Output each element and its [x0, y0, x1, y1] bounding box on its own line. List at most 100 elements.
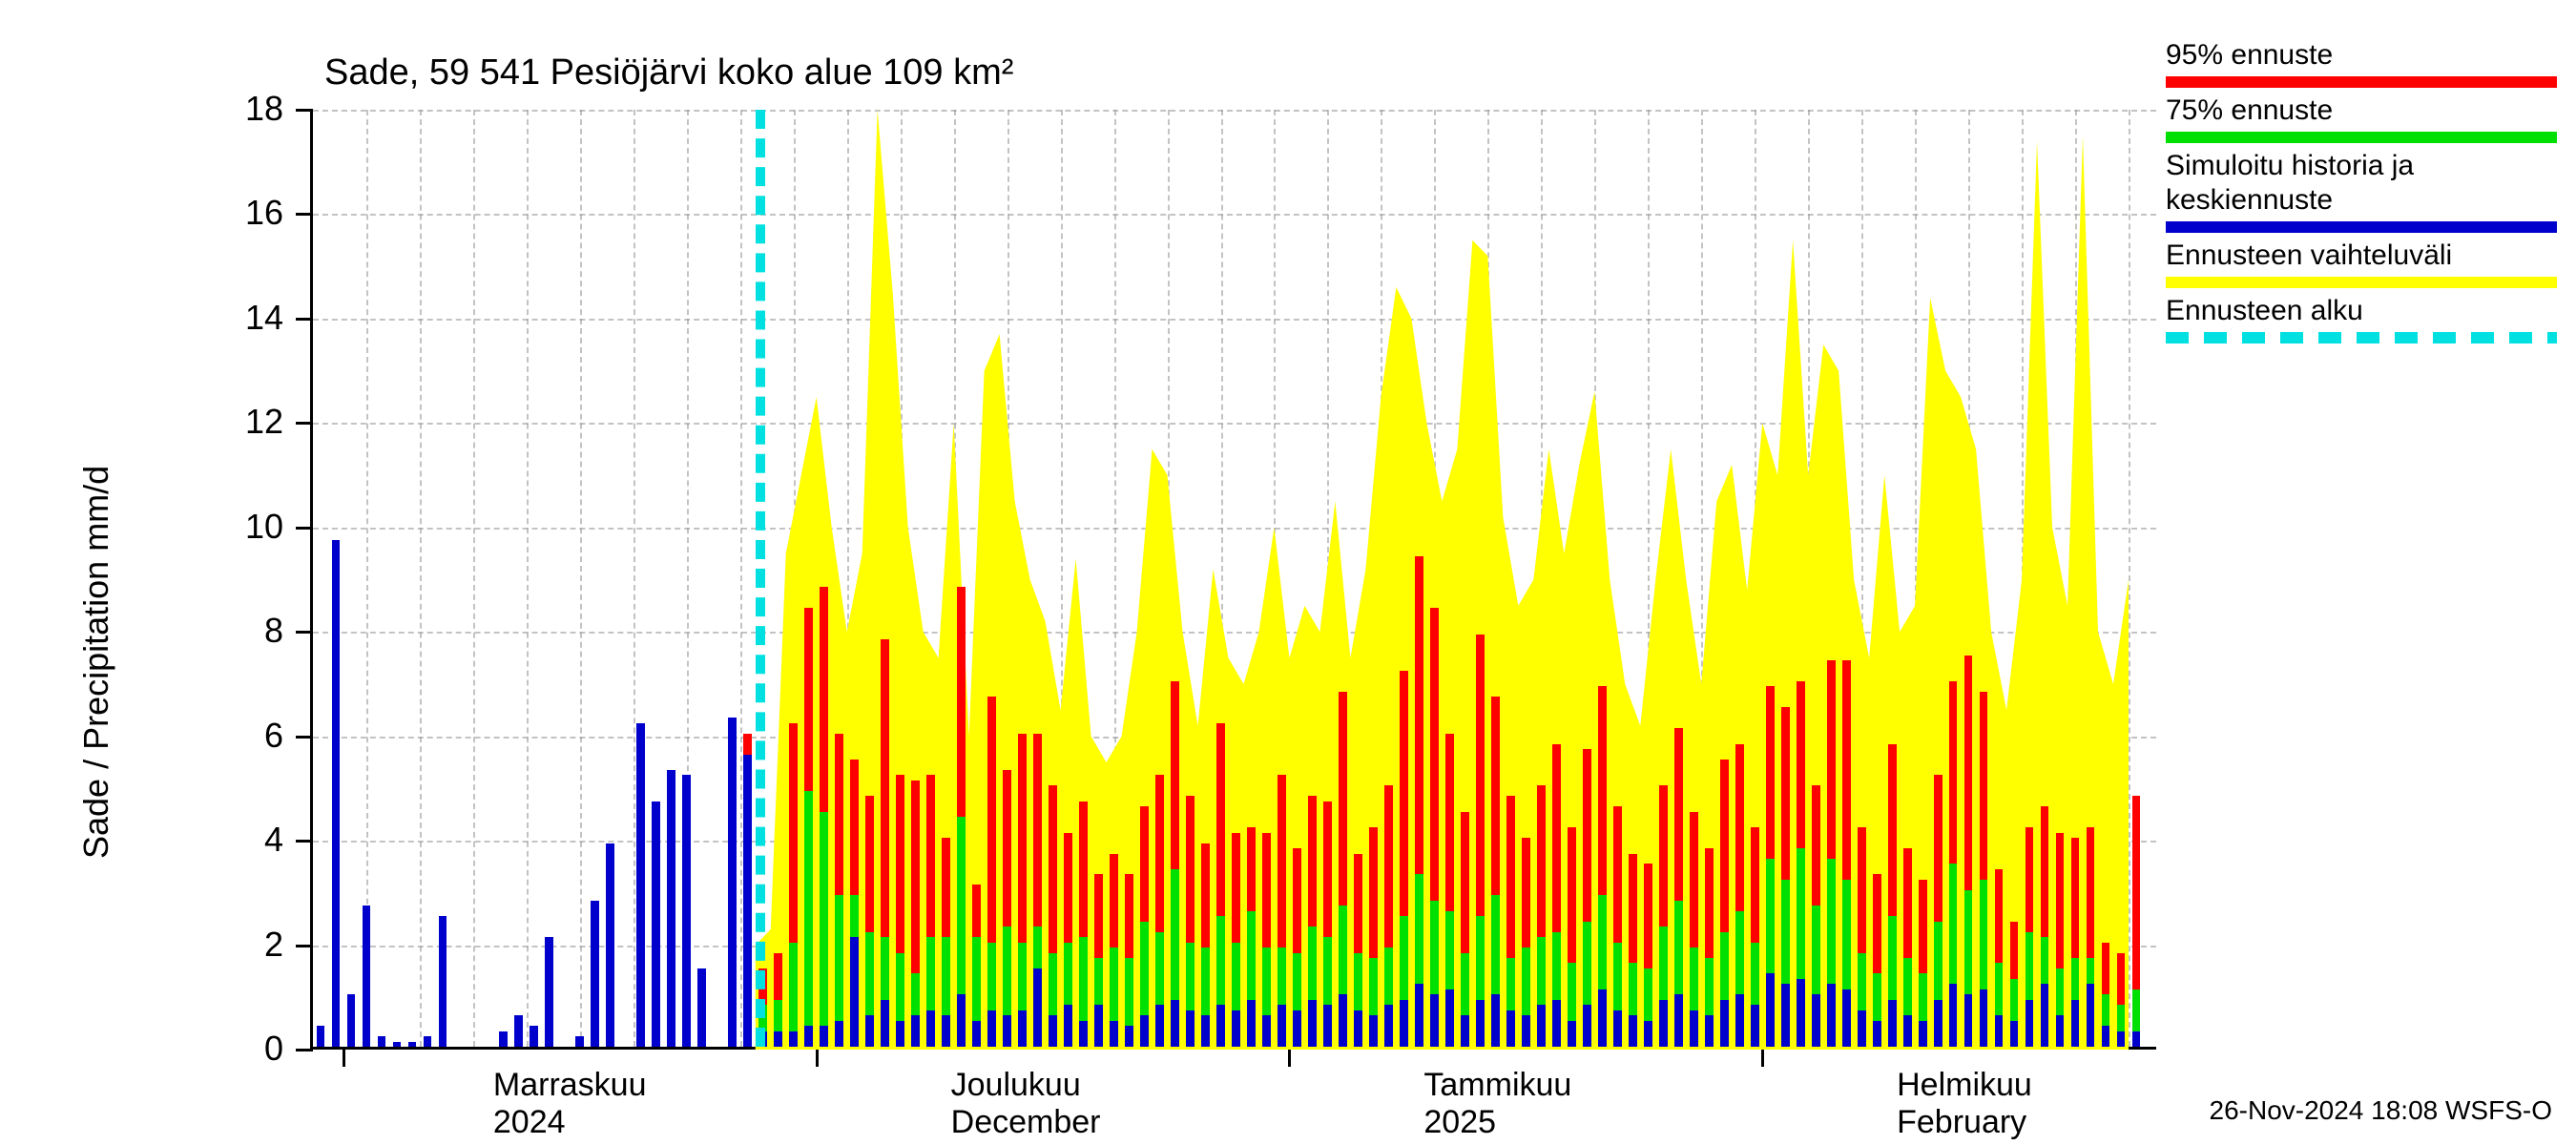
bar-history — [743, 755, 752, 1047]
bar-median — [926, 1010, 935, 1047]
bar-group — [728, 107, 737, 1047]
bar-median — [835, 1021, 843, 1047]
bar-median — [2132, 1031, 2141, 1047]
bar-group — [820, 107, 828, 1047]
legend-label: 75% ennuste — [2166, 94, 2557, 128]
bar-group — [1308, 107, 1317, 1047]
bar-group — [1247, 107, 1256, 1047]
bar-median — [1079, 1021, 1088, 1047]
bar-history — [545, 937, 553, 1047]
bar-group — [1934, 107, 1942, 1047]
bar-group — [1094, 107, 1103, 1047]
bar-group — [1644, 107, 1652, 1047]
bar-group — [987, 107, 996, 1047]
legend-label: Simuloitu historia ja keskiennuste — [2166, 149, 2557, 218]
bar-group — [1049, 107, 1057, 1047]
legend-swatch — [2166, 277, 2557, 288]
bar-group — [2025, 107, 2034, 1047]
bar-group — [1598, 107, 1607, 1047]
bar-group — [2071, 107, 2080, 1047]
bar-median — [1430, 994, 1439, 1047]
bar-group — [1140, 107, 1149, 1047]
y-tick-label: 0 — [264, 1029, 283, 1069]
bar-group — [1964, 107, 1973, 1047]
bar-group — [621, 107, 630, 1047]
y-tick-label: 8 — [264, 611, 283, 651]
bar-median — [1476, 1000, 1485, 1047]
bar-group — [1613, 107, 1622, 1047]
bar-median — [1873, 1021, 1881, 1047]
bar-group — [454, 107, 463, 1047]
bar-group — [2010, 107, 2019, 1047]
bar-median — [2025, 1000, 2034, 1047]
bar-group — [1735, 107, 1744, 1047]
legend-swatch — [2166, 221, 2557, 233]
bar-median — [865, 1015, 874, 1047]
bar-median — [1613, 1010, 1622, 1047]
bar-median — [987, 1010, 996, 1047]
bar-median — [1995, 1015, 2004, 1047]
bar-75pct — [820, 812, 828, 1047]
bar-group — [514, 107, 523, 1047]
bar-group — [1506, 107, 1515, 1047]
bar-median — [2071, 1000, 2080, 1047]
bar-group — [881, 107, 889, 1047]
bar-median — [1369, 1015, 1378, 1047]
bar-group — [1873, 107, 1881, 1047]
bar-median — [881, 1000, 889, 1047]
legend-item: Ennusteen alku — [2166, 294, 2557, 344]
bars-layer — [313, 110, 2156, 1047]
legend-item: 75% ennuste — [2166, 94, 2557, 143]
y-tick — [296, 213, 313, 216]
bar-median — [1384, 1005, 1393, 1047]
bar-median — [1888, 1000, 1897, 1047]
bar-75pct — [804, 791, 813, 1047]
y-tick-label: 4 — [264, 820, 283, 860]
bar-median — [1155, 1005, 1164, 1047]
bar-median — [1354, 1010, 1362, 1047]
bar-median — [1461, 1015, 1469, 1047]
bar-median — [1125, 1026, 1133, 1047]
bar-history — [393, 1042, 402, 1047]
bar-group — [1339, 107, 1347, 1047]
bar-median — [1598, 989, 1607, 1047]
bar-history — [499, 1031, 508, 1047]
y-tick — [296, 840, 313, 843]
bar-group — [560, 107, 569, 1047]
bar-median — [789, 1031, 798, 1047]
bar-group — [1980, 107, 1988, 1047]
y-tick-label: 18 — [245, 89, 283, 129]
bar-group — [835, 107, 843, 1047]
bar-group — [1903, 107, 1912, 1047]
bar-group — [697, 107, 706, 1047]
bar-group — [1415, 107, 1423, 1047]
bar-median — [804, 1026, 813, 1047]
bar-median — [1537, 1005, 1546, 1047]
bar-history — [530, 1026, 538, 1047]
bar-median — [2056, 1015, 2065, 1047]
bar-group — [1262, 107, 1271, 1047]
bar-median — [1858, 1010, 1866, 1047]
bar-group — [332, 107, 341, 1047]
bar-median — [942, 1015, 950, 1047]
bar-history — [514, 1015, 523, 1047]
bar-group — [713, 107, 721, 1047]
bar-group — [636, 107, 645, 1047]
bar-group — [1522, 107, 1530, 1047]
bar-median — [1308, 1000, 1317, 1047]
bar-group — [789, 107, 798, 1047]
bar-group — [347, 107, 356, 1047]
x-tick — [1288, 1050, 1291, 1067]
bar-history — [697, 968, 706, 1047]
bar-median — [1552, 1000, 1561, 1047]
bar-group — [2056, 107, 2065, 1047]
bar-history — [378, 1036, 386, 1047]
bar-median — [1659, 1000, 1668, 1047]
x-tick — [816, 1050, 819, 1067]
bar-group — [591, 107, 599, 1047]
bar-median — [896, 1021, 904, 1047]
bar-median — [1232, 1010, 1240, 1047]
bar-group — [1995, 107, 2004, 1047]
bar-median — [957, 994, 966, 1047]
bar-group — [1323, 107, 1332, 1047]
